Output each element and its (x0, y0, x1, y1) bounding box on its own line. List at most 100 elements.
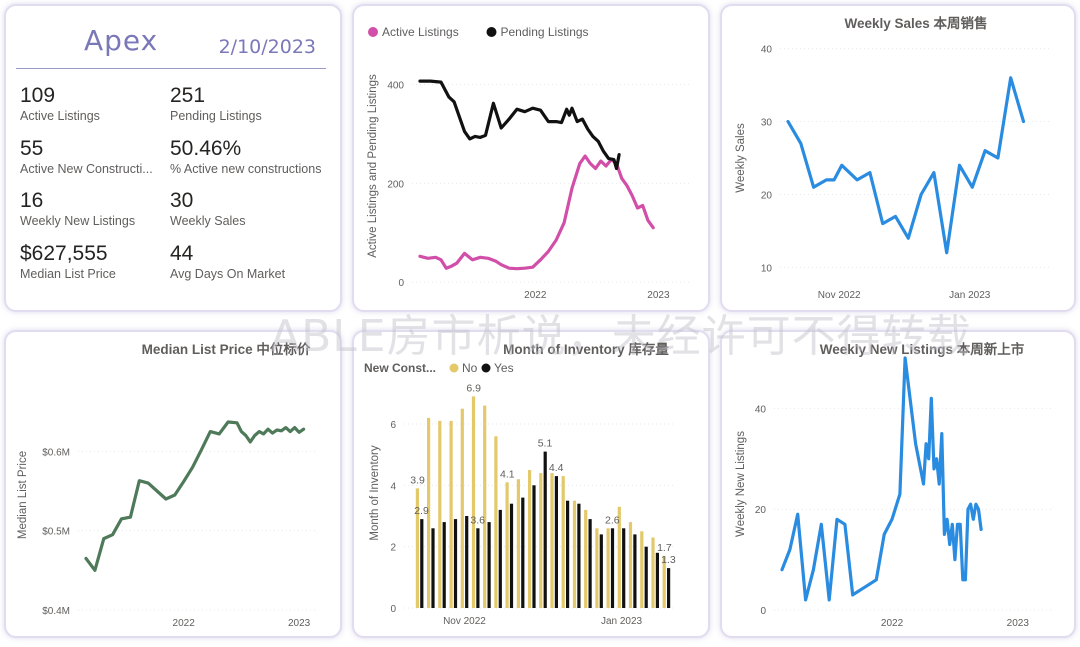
series-line-0 (84, 420, 306, 572)
bar-no (572, 500, 577, 608)
data-label: 4.1 (500, 468, 515, 480)
y-tick-label: $0.4M (42, 606, 70, 617)
chart-title: Month of Inventory 库存量 (503, 341, 669, 357)
x-tick-label: Nov 2022 (443, 616, 486, 627)
bar-no (516, 479, 520, 608)
kpi-value: 50.46% (170, 137, 242, 160)
kpi-value: 251 (170, 84, 206, 107)
bar-no (617, 506, 621, 608)
y-tick-label: 30 (761, 118, 773, 129)
bar-no (483, 405, 487, 608)
data-label: 2.9 (414, 505, 429, 517)
legend-marker (486, 27, 497, 37)
bar-no (595, 528, 599, 608)
kpi-value: $627,555 (20, 242, 108, 265)
bar-no (640, 531, 644, 608)
y-tick-label: $0.5M (42, 527, 70, 538)
y-tick-label: $0.6M (42, 447, 70, 458)
data-label: 1.7 (657, 542, 672, 554)
y-tick-label: 40 (755, 404, 767, 415)
bar-yes (498, 509, 502, 608)
bar-yes (532, 485, 536, 608)
legend-label: Pending Listings (501, 25, 589, 39)
data-label: 3.6 (470, 514, 485, 526)
x-tick-label: 2023 (1007, 618, 1030, 629)
bar-yes (577, 503, 581, 608)
kpi-label: % Active new constructions (170, 162, 322, 176)
bar-no (460, 408, 464, 608)
kpi-label: Median List Price (20, 267, 116, 281)
bar-no (494, 436, 498, 608)
header-divider (16, 68, 326, 69)
bar-yes (509, 503, 514, 608)
bar-no (438, 420, 442, 608)
bar-yes (599, 534, 603, 608)
kpi-weekly-new-listings: 16 Weekly New Listings (20, 189, 170, 229)
x-tick-label: Jan 2023 (949, 290, 991, 301)
series-line-0 (786, 76, 1026, 255)
bar-no (628, 522, 633, 608)
chart-title: Weekly Sales 本周销售 (844, 15, 987, 31)
bar-no (505, 482, 509, 608)
legend-marker (481, 363, 491, 373)
median-price-chart: Median List Price 中位标价 Median List Price $… (17, 341, 316, 629)
bar-yes (667, 568, 671, 608)
data-label: 3.9 (410, 474, 425, 486)
median-price-card: Median List Price 中位标价 Median List Price $… (4, 330, 342, 638)
legend-label: Yes (494, 361, 514, 375)
kpi-label: Active Listings (20, 109, 100, 123)
listings-chart-card: Active Listings and Pending Listings 0 200… (352, 4, 710, 312)
bar-yes (453, 519, 458, 608)
series-line-pending-listings (418, 79, 621, 171)
bar-yes (610, 528, 615, 608)
kpi-active-new-construction: 55 Active New Constructi... (20, 137, 155, 177)
bar-yes (566, 500, 570, 608)
chart-title: Weekly New Listings 本周新上市 (820, 341, 1025, 357)
bar-no (561, 476, 565, 608)
data-label: 2.6 (605, 514, 620, 526)
kpi-label: Weekly New Listings (20, 214, 136, 228)
x-tick-label: 2022 (524, 290, 547, 301)
data-label: 1.3 (661, 554, 676, 566)
x-tick-label: Jan 2023 (601, 616, 643, 627)
x-tick-label: 2022 (173, 618, 196, 629)
kpi-header: Apex 2/10/2023 (6, 6, 340, 72)
month-inventory-card: Month of Inventory 库存量 Month of Inventory… (352, 330, 710, 638)
x-tick-label: 2023 (288, 618, 311, 629)
x-tick-label: 2023 (647, 290, 670, 301)
legend-title: New Const... (364, 361, 436, 375)
legend-label: No (462, 361, 478, 375)
bar-no (449, 420, 453, 608)
series-line-0 (780, 356, 983, 602)
y-axis-label: Active Listings and Pending Listings (367, 74, 379, 258)
data-label: 4.4 (549, 462, 564, 474)
y-tick-label: 2 (390, 543, 396, 554)
y-tick-label: 200 (387, 179, 404, 190)
data-label: 5.1 (538, 438, 553, 450)
bar-yes (543, 451, 547, 608)
kpi-label: Avg Days On Market (170, 267, 286, 281)
kpi-value: 30 (170, 189, 194, 212)
bar-yes (655, 552, 659, 608)
bar-no (550, 473, 554, 608)
weekly-sales-chart: Weekly Sales 本周销售 Weekly Sales 10 20 30 40 Nov… (735, 15, 1052, 301)
bar-yes (521, 497, 525, 608)
bar-yes (431, 528, 435, 608)
bar-no (584, 509, 588, 608)
y-axis-label: Weekly New Listings (735, 431, 747, 537)
y-tick-label: 0 (760, 606, 766, 617)
bar-yes (644, 546, 648, 608)
bar-yes (420, 519, 424, 608)
bar-yes (622, 528, 626, 608)
y-axis-label: Month of Inventory (369, 445, 381, 540)
kpi-value: 55 (20, 137, 44, 160)
bar-no (662, 555, 666, 608)
legend-marker (449, 363, 459, 373)
legend-marker (368, 27, 378, 37)
month-inventory-chart: Month of Inventory 库存量 Month of Inventory… (364, 341, 676, 627)
weekly-new-listings-card: Weekly New Listings 本周新上市 Weekly New List… (720, 330, 1076, 638)
bar-yes (465, 516, 469, 608)
bar-yes (554, 476, 558, 608)
y-tick-label: 4 (390, 481, 396, 492)
bar-yes (633, 534, 637, 608)
